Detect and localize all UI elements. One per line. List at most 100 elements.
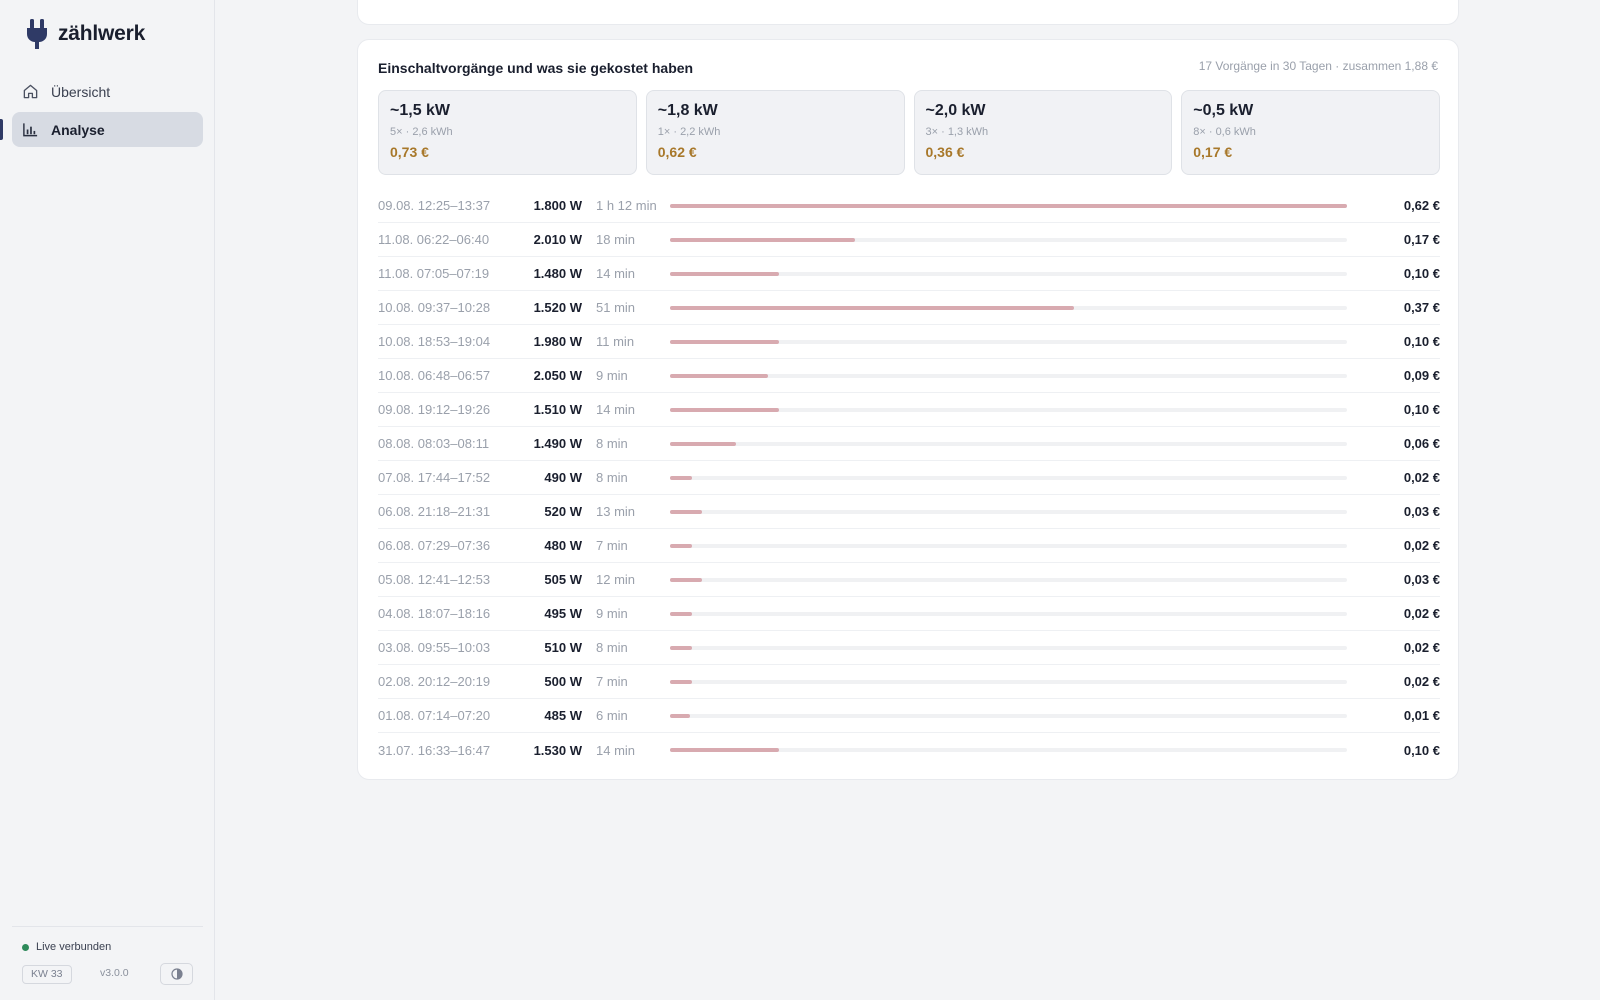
event-power: 1.980 W: [533, 334, 582, 349]
cluster-card[interactable]: ~2,0 kW 3× · 1,3 kWh 0,36 €: [913, 90, 1173, 175]
event-cost: 0,03 €: [1403, 504, 1440, 519]
cost-bar-track: [670, 713, 1347, 718]
event-row[interactable]: 31.07. 16:33–16:47 1.530 W 14 min 0,10 €: [378, 733, 1440, 767]
cluster-count-energy: 1× · 2,2 kWh: [657, 126, 721, 138]
event-row[interactable]: 04.08. 18:07–18:16 495 W 9 min 0,02 €: [378, 597, 1440, 631]
event-row[interactable]: 09.08. 12:25–13:37 1.800 W 1 h 12 min 0,62 …: [378, 189, 1440, 223]
cluster-power: ~1,5 kW: [390, 102, 451, 119]
week-badge: KW 33: [22, 965, 72, 984]
event-duration: 13 min: [596, 504, 636, 519]
event-time: 07.08. 17:44–17:52: [378, 470, 491, 485]
event-duration: 14 min: [596, 402, 636, 417]
event-power: 1.510 W: [533, 402, 582, 417]
events-card: Einschaltvorgänge und was sie gekostet h…: [357, 39, 1459, 780]
cost-bar-fill: [670, 271, 779, 276]
cost-bar-fill: [670, 713, 691, 718]
event-time: 31.07. 16:33–16:47: [378, 742, 491, 758]
event-row[interactable]: 07.08. 17:44–17:52 490 W 8 min 0,02 €: [378, 461, 1440, 495]
event-row[interactable]: 08.08. 08:03–08:11 1.490 W 8 min 0,06 €: [378, 427, 1440, 461]
sidebar-item-analyse[interactable]: Analyse: [0, 112, 203, 147]
cost-bar-track: [670, 679, 1347, 684]
event-row[interactable]: 01.08. 07:14–07:20 485 W 6 min 0,01 €: [378, 699, 1440, 733]
event-cost: 0,62 €: [1403, 198, 1440, 213]
event-row[interactable]: 09.08. 19:12–19:26 1.510 W 14 min 0,10 €: [378, 393, 1440, 427]
cost-bar-fill: [670, 509, 703, 514]
plug-icon: [27, 19, 47, 49]
event-power: 1.520 W: [533, 300, 582, 315]
event-row[interactable]: 03.08. 09:55–10:03 510 W 8 min 0,02 €: [378, 631, 1440, 665]
sidebar-item-label: Analyse: [51, 121, 105, 138]
sidebar: zählwerk Übersicht Analyse Live verbunde…: [0, 0, 215, 1000]
event-time: 11.08. 06:22–06:40: [378, 232, 490, 247]
event-row[interactable]: 05.08. 12:41–12:53 505 W 12 min 0,03 €: [378, 563, 1440, 597]
event-power: 490 W: [544, 470, 582, 485]
event-duration: 7 min: [596, 538, 628, 553]
event-row[interactable]: 06.08. 21:18–21:31 520 W 13 min 0,03 €: [378, 495, 1440, 529]
cost-bar-track: [670, 611, 1347, 616]
event-time: 04.08. 18:07–18:16: [378, 606, 491, 621]
event-row[interactable]: 10.08. 18:53–19:04 1.980 W 11 min 0,10 €: [378, 325, 1440, 359]
sidebar-nav: Übersicht Analyse: [0, 74, 203, 150]
event-cost: 0,03 €: [1403, 572, 1440, 587]
event-cost: 0,17 €: [1403, 232, 1440, 247]
event-cost: 0,02 €: [1403, 640, 1440, 655]
event-duration: 12 min: [596, 572, 636, 587]
cost-bar-fill: [670, 611, 692, 616]
previous-card: [357, 0, 1459, 25]
sidebar-item-uebersicht[interactable]: Übersicht: [12, 74, 203, 109]
event-power: 510 W: [544, 640, 582, 655]
event-power: 1.480 W: [533, 266, 582, 281]
event-cost: 0,02 €: [1403, 538, 1440, 553]
cluster-card[interactable]: ~0,5 kW 8× · 0,6 kWh 0,17 €: [1181, 90, 1440, 175]
brand[interactable]: zählwerk: [26, 18, 145, 50]
event-time: 08.08. 08:03–08:11: [378, 436, 490, 451]
cost-bar-track: [670, 373, 1347, 378]
status-text: Live verbunden: [36, 941, 112, 953]
event-duration: 11 min: [596, 334, 635, 349]
event-row[interactable]: 06.08. 07:29–07:36 480 W 7 min 0,02 €: [378, 529, 1440, 563]
event-row[interactable]: 11.08. 06:22–06:40 2.010 W 18 min 0,17 €: [378, 223, 1440, 257]
theme-toggle-button[interactable]: [160, 963, 193, 985]
cluster-count-energy: 3× · 1,3 kWh: [925, 126, 989, 138]
cost-bar-fill: [670, 475, 692, 480]
cost-bar-track: [670, 237, 1347, 242]
version-label: v3.0.0: [100, 967, 129, 979]
event-duration: 7 min: [596, 674, 628, 689]
cost-bar-track: [670, 271, 1347, 276]
event-cost: 0,10 €: [1403, 266, 1440, 281]
event-duration: 18 min: [596, 232, 636, 247]
event-time: 11.08. 07:05–07:19: [378, 266, 490, 281]
event-row[interactable]: 11.08. 07:05–07:19 1.480 W 14 min 0,10 €: [378, 257, 1440, 291]
cluster-power: ~1,8 kW: [657, 102, 718, 119]
cost-bar-fill: [670, 645, 692, 650]
cost-bar-track: [670, 339, 1347, 344]
event-time: 10.08. 18:53–19:04: [378, 334, 491, 349]
event-time: 02.08. 20:12–20:19: [378, 674, 491, 689]
cost-bar-fill: [670, 203, 1347, 208]
event-row[interactable]: 10.08. 06:48–06:57 2.050 W 9 min 0,09 €: [378, 359, 1440, 393]
event-cost: 0,01 €: [1403, 708, 1440, 723]
event-row[interactable]: 02.08. 20:12–20:19 500 W 7 min 0,02 €: [378, 665, 1440, 699]
event-cost: 0,09 €: [1403, 368, 1440, 383]
cost-bar-fill: [670, 441, 736, 446]
event-time: 06.08. 07:29–07:36: [378, 538, 491, 553]
card-summary: 17 Vorgänge in 30 Tagen · zusammen 1,88 …: [1198, 59, 1438, 73]
event-duration: 8 min: [596, 470, 628, 485]
event-row[interactable]: 10.08. 09:37–10:28 1.520 W 51 min 0,37 €: [378, 291, 1440, 325]
cost-bar-track: [670, 748, 1347, 752]
cluster-card[interactable]: ~1,8 kW 1× · 2,2 kWh 0,62 €: [645, 90, 905, 175]
cost-bar-fill: [670, 577, 703, 582]
cost-bar-track: [670, 441, 1347, 446]
cost-bar-fill: [670, 237, 855, 242]
cost-bar-track: [670, 305, 1347, 310]
event-duration: 9 min: [596, 606, 628, 621]
event-power: 495 W: [544, 606, 582, 621]
cost-bar-track: [670, 645, 1347, 650]
event-power: 505 W: [544, 572, 582, 587]
cost-bar-track: [670, 509, 1347, 514]
cost-bar-fill: [670, 339, 779, 344]
event-time: 06.08. 21:18–21:31: [378, 504, 491, 519]
cluster-card[interactable]: ~1,5 kW 5× · 2,6 kWh 0,73 €: [378, 90, 637, 175]
power-clusters: ~1,5 kW 5× · 2,6 kWh 0,73 € ~1,8 kW 1× ·…: [378, 90, 1440, 175]
cluster-cost: 0,36 €: [925, 144, 965, 160]
